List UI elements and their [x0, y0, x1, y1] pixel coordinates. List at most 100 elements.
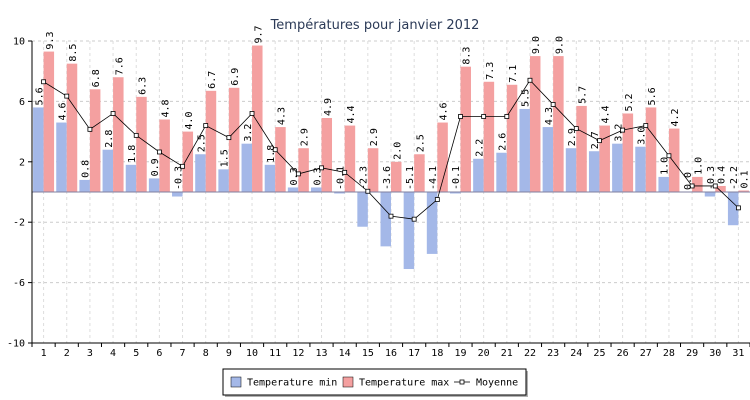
data-label: -0.1 — [451, 166, 462, 190]
data-label: 4.6 — [57, 102, 68, 120]
data-label: 6.9 — [230, 68, 241, 86]
bar-min — [311, 187, 322, 192]
x-tick-label: 16 — [385, 348, 397, 359]
x-tick-label: 6 — [156, 348, 162, 359]
legend-box — [222, 368, 527, 396]
data-label: 7.6 — [114, 57, 125, 75]
y-tick-label: 10 — [13, 37, 25, 48]
legend-label: Temperature min — [247, 378, 337, 389]
bar-max — [437, 122, 448, 192]
legend-label: Temperature max — [359, 378, 449, 389]
data-label: 4.8 — [161, 99, 172, 117]
bar-min — [612, 143, 623, 192]
bar-max — [715, 185, 726, 192]
x-tick-label: 4 — [110, 348, 116, 359]
x-tick-label: 24 — [570, 348, 582, 359]
data-label: 3.0 — [637, 127, 648, 145]
data-label: 2.7 — [590, 131, 601, 149]
bar-min — [380, 192, 391, 247]
y-tick-label: -10 — [7, 339, 25, 350]
bar-max — [298, 148, 309, 192]
average-point — [272, 147, 278, 153]
average-point — [365, 188, 371, 194]
average-point — [156, 149, 162, 155]
bar-max — [576, 105, 587, 192]
data-label: 6.7 — [207, 71, 218, 89]
data-label: 4.3 — [276, 107, 287, 125]
x-tick-label: 31 — [732, 348, 744, 359]
data-label: -4.1 — [428, 166, 439, 190]
bar-max — [43, 51, 55, 192]
data-label: 0.9 — [150, 158, 161, 176]
bar-min — [33, 107, 44, 192]
data-label: 4.3 — [544, 107, 555, 125]
average-point — [527, 77, 533, 83]
x-tick-label: 1 — [41, 348, 47, 359]
x-tick-label: 27 — [640, 348, 652, 359]
bar-max — [414, 154, 425, 192]
data-label: 4.0 — [184, 112, 195, 130]
x-tick-label: 18 — [431, 348, 443, 359]
data-label: 4.6 — [439, 102, 450, 120]
data-label: 1.0 — [660, 157, 671, 175]
average-point — [712, 183, 718, 189]
data-label: 4.2 — [670, 109, 681, 127]
data-label: -2.2 — [729, 166, 740, 190]
x-tick-label: 11 — [269, 348, 281, 359]
bar-max — [182, 131, 194, 192]
x-tick-label: 14 — [339, 348, 351, 359]
bars — [32, 45, 750, 270]
data-label: 0.1 — [740, 170, 750, 188]
data-label: 4.4 — [346, 105, 357, 123]
average-point — [87, 126, 93, 132]
bar-min — [56, 122, 67, 192]
bar-max — [553, 56, 564, 192]
bar-min — [357, 192, 368, 227]
bar-min — [542, 127, 554, 192]
y-tick-label: 2 — [19, 157, 25, 168]
data-label: -0.3 — [173, 166, 184, 190]
bar-min — [496, 152, 507, 192]
average-point — [689, 183, 695, 189]
average-point — [620, 127, 626, 133]
data-label: 2.9 — [567, 128, 578, 146]
data-label: 5.6 — [34, 87, 45, 105]
bar-min — [635, 146, 646, 192]
bar-max — [89, 89, 101, 192]
bar-min — [334, 192, 345, 194]
data-label: 0.8 — [81, 160, 92, 178]
bar-min — [658, 176, 669, 192]
data-label: 9.7 — [253, 25, 264, 43]
data-label: 2.5 — [196, 134, 207, 152]
data-label: 5.5 — [521, 89, 532, 107]
x-tick-label: 5 — [133, 348, 139, 359]
x-tick-label: 21 — [501, 348, 513, 359]
data-label: 6.8 — [91, 69, 102, 87]
data-label: 7.3 — [485, 62, 496, 80]
data-label: 0.3 — [289, 167, 300, 185]
bar-min — [426, 192, 438, 254]
data-label: 9.0 — [554, 36, 565, 54]
average-point — [597, 138, 602, 144]
data-label: 6.3 — [137, 77, 148, 95]
bar-min — [195, 154, 206, 192]
average-point — [550, 102, 556, 107]
data-label: 4.4 — [601, 105, 612, 123]
x-tick-label: 29 — [686, 348, 698, 359]
average-point — [180, 163, 185, 169]
data-label: 2.9 — [300, 128, 311, 146]
y-tick-label: -6 — [13, 278, 25, 289]
data-label: 1.8 — [266, 145, 277, 163]
average-point — [41, 79, 46, 85]
data-label: 5.6 — [647, 87, 658, 105]
data-label: 7.1 — [508, 65, 519, 83]
bar-min — [449, 192, 461, 194]
average-point — [481, 114, 487, 119]
average-point — [249, 111, 255, 116]
average-point — [458, 114, 463, 119]
data-label: 2.0 — [392, 142, 403, 160]
data-label: -0.3 — [706, 166, 717, 190]
data-labels: 5.6 9.3 4.6 8.5 0.8 6.8 2.8 7.6 1.8 6.3 0.9 4.8 -0.3… — [34, 25, 750, 190]
x-tick-label: 7 — [180, 348, 186, 359]
